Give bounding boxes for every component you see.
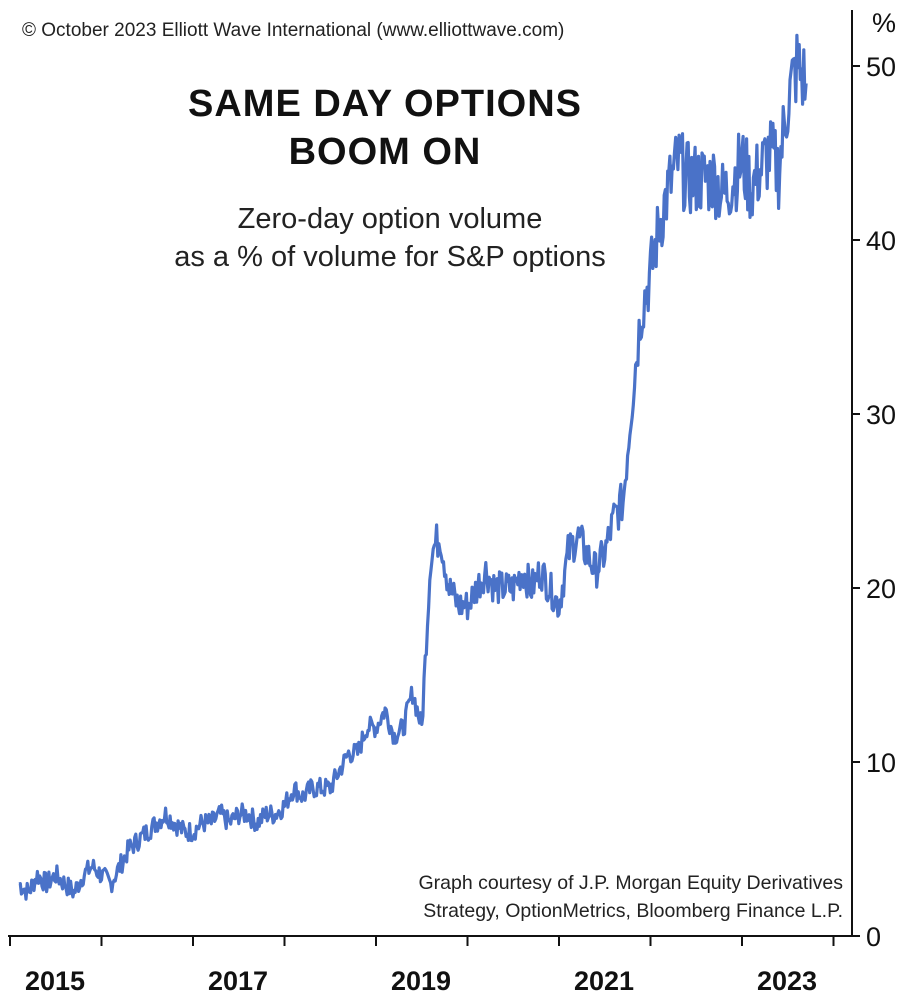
y-axis-unit-label: % xyxy=(872,8,897,38)
y-tick-label: 30 xyxy=(866,400,896,430)
source-credit-line-1: Graph courtesy of J.P. Morgan Equity Der… xyxy=(418,872,844,894)
y-tick-label: 40 xyxy=(866,226,896,256)
y-ticks: 0 10 20 30 40 50 xyxy=(852,52,896,952)
series-line-zero-day-volume xyxy=(18,33,808,901)
copyright-notice: © October 2023 Elliott Wave Internationa… xyxy=(22,20,565,41)
x-ticks: 2015 2017 2019 2021 2023 xyxy=(9,936,835,996)
x-tick-label: 2019 xyxy=(391,966,451,996)
y-tick-label: 50 xyxy=(866,52,896,82)
chart-subtitle-line-1: Zero-day option volume xyxy=(237,203,543,235)
y-tick-label: 0 xyxy=(866,922,881,952)
x-tick-label: 2021 xyxy=(574,966,634,996)
y-tick-label: 10 xyxy=(866,748,896,778)
x-tick-label: 2023 xyxy=(757,966,817,996)
x-tick-label: 2017 xyxy=(208,966,268,996)
chart-title-line-2: BOOM ON xyxy=(288,131,482,173)
chart-subtitle-line-2: as a % of volume for S&P options xyxy=(174,241,606,273)
x-tick-label: 2015 xyxy=(25,966,85,996)
chart-title-line-1: SAME DAY OPTIONS xyxy=(188,83,582,125)
source-credit-line-2: Strategy, OptionMetrics, Bloomberg Finan… xyxy=(423,900,843,922)
y-tick-label: 20 xyxy=(866,574,896,604)
axes xyxy=(8,10,853,937)
